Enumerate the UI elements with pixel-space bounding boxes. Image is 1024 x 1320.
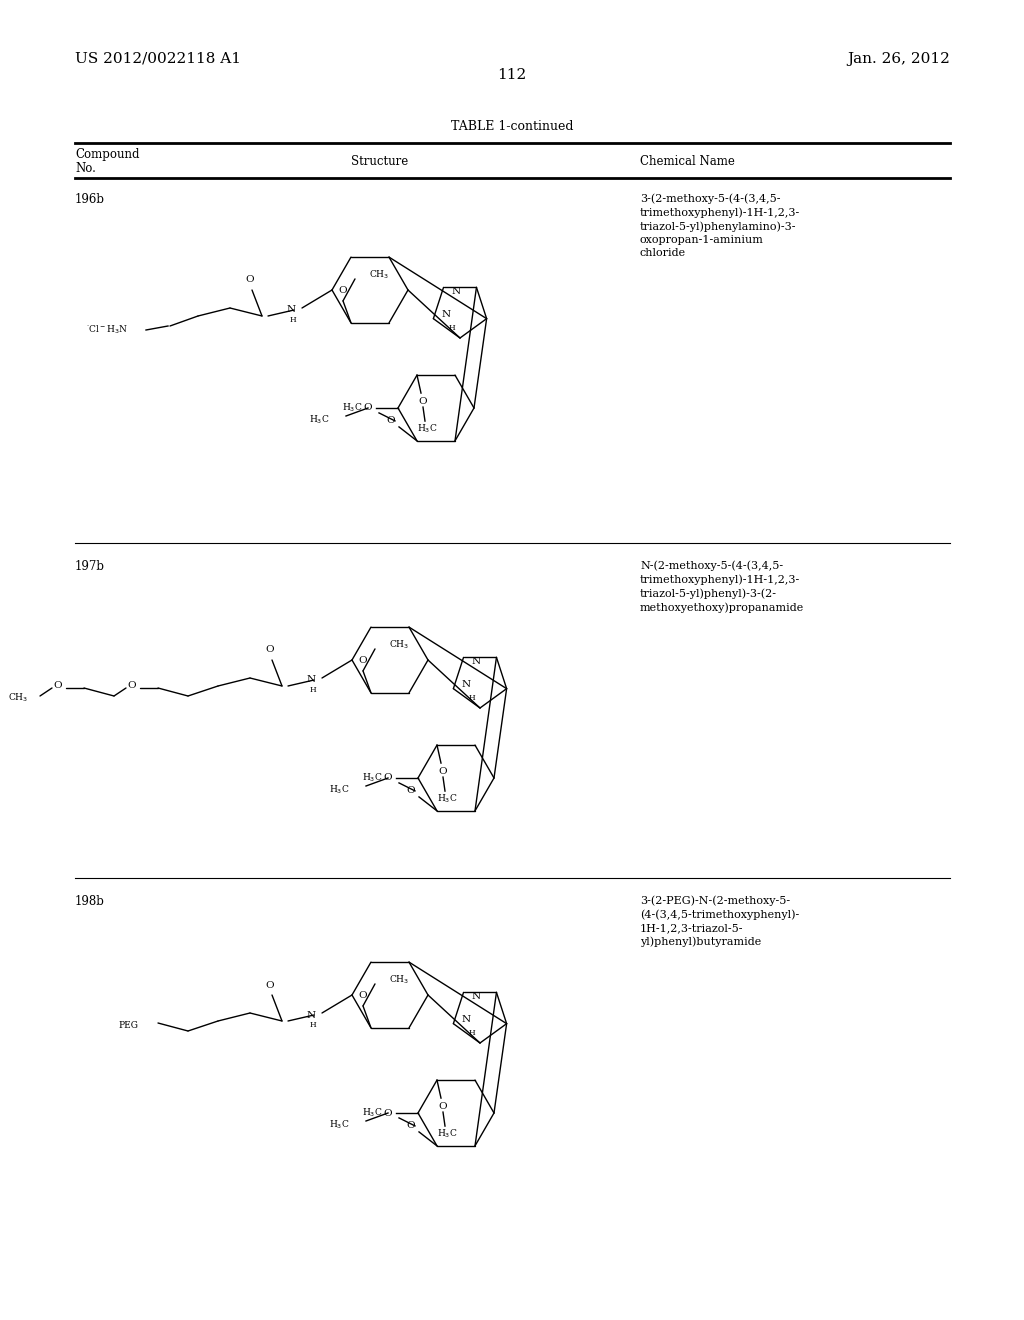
Text: H$_3$C: H$_3$C [330, 1119, 350, 1131]
Text: N: N [307, 676, 316, 685]
Text: H: H [469, 1030, 475, 1038]
Text: N: N [462, 1015, 470, 1024]
Text: O: O [53, 681, 62, 690]
Text: N: N [287, 305, 296, 314]
Text: O: O [438, 1102, 447, 1110]
Text: O: O [419, 396, 427, 405]
Text: CH$_3$: CH$_3$ [389, 974, 410, 986]
Text: O: O [265, 981, 274, 990]
Text: 197b: 197b [75, 560, 105, 573]
Text: O: O [358, 991, 368, 1001]
Text: Structure: Structure [351, 154, 409, 168]
Text: O: O [383, 1109, 392, 1118]
Text: CH$_3$: CH$_3$ [369, 269, 389, 281]
Text: N: N [462, 680, 470, 689]
Text: H: H [309, 686, 316, 694]
Text: N: N [471, 657, 480, 665]
Text: N: N [307, 1011, 316, 1019]
Text: PEG: PEG [118, 1020, 138, 1030]
Text: H: H [449, 323, 456, 333]
Text: H: H [309, 1020, 316, 1030]
Text: N: N [471, 991, 480, 1001]
Text: 198b: 198b [75, 895, 104, 908]
Text: O: O [407, 787, 415, 796]
Text: H$_3$C: H$_3$C [362, 1106, 383, 1119]
Text: N-(2-methoxy-5-(4-(3,4,5-
trimethoxyphenyl)-1H-1,2,3-
triazol-5-yl)phenyl)-3-(2-: N-(2-methoxy-5-(4-(3,4,5- trimethoxyphen… [640, 560, 804, 612]
Text: H$_3$C: H$_3$C [362, 772, 383, 784]
Text: N: N [441, 310, 451, 319]
Text: H$_3$C: H$_3$C [436, 1127, 458, 1140]
Text: N: N [452, 286, 461, 296]
Text: 3-(2-PEG)-N-(2-methoxy-5-
(4-(3,4,5-trimethoxyphenyl)-
1H-1,2,3-triazol-5-
yl)ph: 3-(2-PEG)-N-(2-methoxy-5- (4-(3,4,5-trim… [640, 895, 800, 946]
Text: O: O [265, 645, 274, 655]
Text: H$_3$C: H$_3$C [417, 422, 437, 436]
Text: H: H [469, 694, 475, 702]
Text: 112: 112 [498, 69, 526, 82]
Text: O: O [339, 286, 347, 296]
Text: H$_3$C: H$_3$C [309, 413, 330, 426]
Text: O: O [383, 774, 392, 783]
Text: CH$_3$: CH$_3$ [389, 639, 410, 651]
Text: TABLE 1-continued: TABLE 1-continued [451, 120, 573, 133]
Text: H$_3$C: H$_3$C [342, 401, 362, 414]
Text: US 2012/0022118 A1: US 2012/0022118 A1 [75, 51, 241, 66]
Text: H$_3$C: H$_3$C [436, 793, 458, 805]
Text: O: O [246, 276, 254, 285]
Text: O: O [358, 656, 368, 665]
Text: H: H [290, 315, 296, 323]
Text: O: O [407, 1122, 415, 1130]
Text: O: O [364, 404, 372, 412]
Text: Jan. 26, 2012: Jan. 26, 2012 [847, 51, 950, 66]
Text: O: O [438, 767, 447, 776]
Text: Compound: Compound [75, 148, 139, 161]
Text: CH$_3$: CH$_3$ [8, 692, 28, 705]
Text: $^{\cdot}$Cl$^-$H$_3$N: $^{\cdot}$Cl$^-$H$_3$N [86, 323, 128, 337]
Text: O: O [128, 681, 136, 690]
Text: Chemical Name: Chemical Name [640, 154, 735, 168]
Text: H$_3$C: H$_3$C [330, 784, 350, 796]
Text: 196b: 196b [75, 193, 105, 206]
Text: 3-(2-methoxy-5-(4-(3,4,5-
trimethoxyphenyl)-1H-1,2,3-
triazol-5-yl)phenylamino)-: 3-(2-methoxy-5-(4-(3,4,5- trimethoxyphen… [640, 193, 800, 257]
Text: No.: No. [75, 162, 96, 176]
Text: O: O [386, 416, 395, 425]
